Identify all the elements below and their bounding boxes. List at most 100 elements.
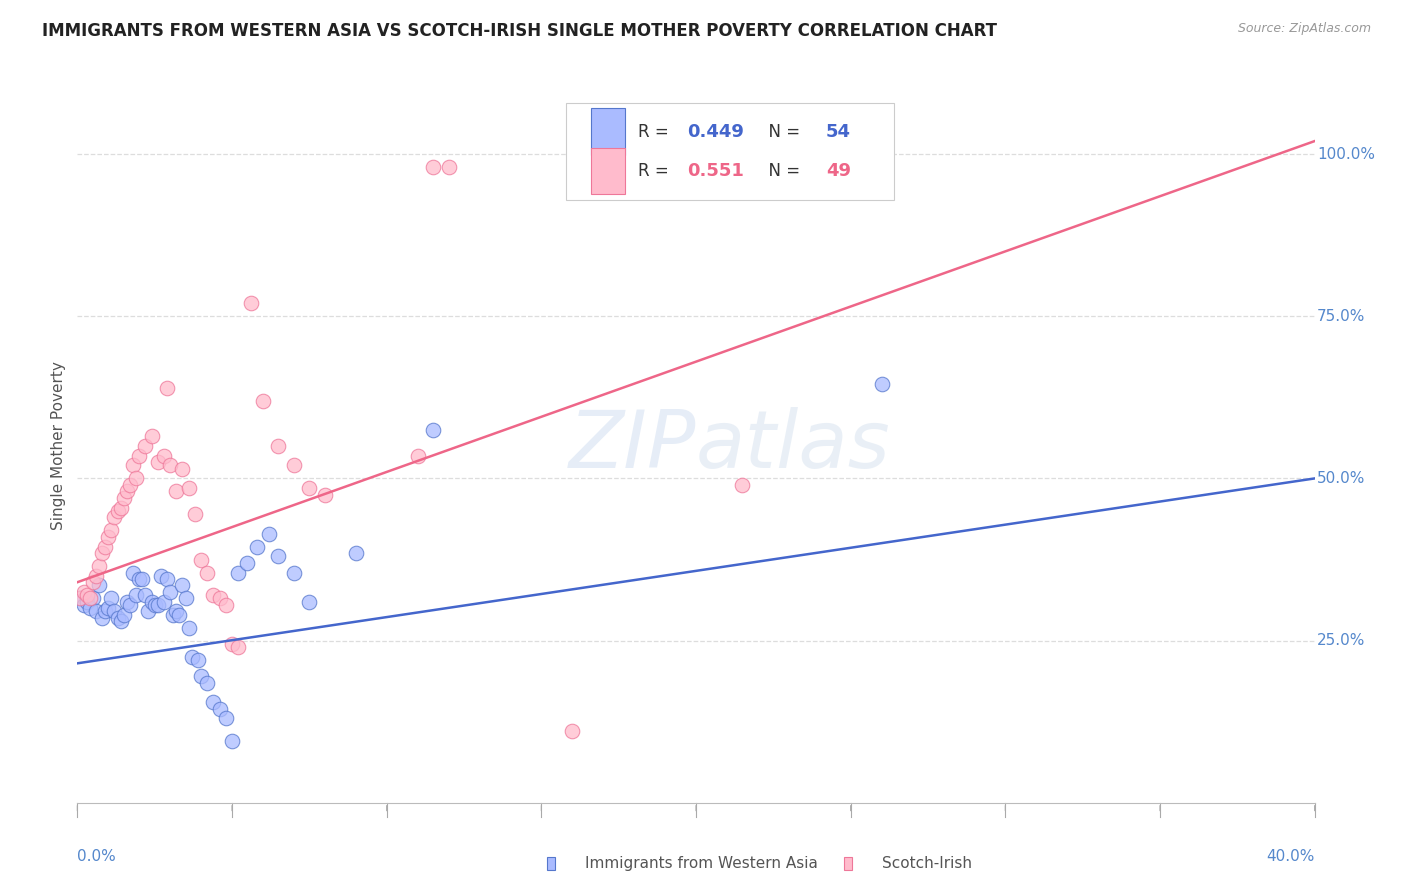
- FancyBboxPatch shape: [591, 109, 626, 155]
- Point: [159, 458, 181, 473]
- Point: [314, 488, 336, 502]
- Point: [128, 449, 150, 463]
- Point: [138, 604, 160, 618]
- Point: [153, 449, 176, 463]
- Text: Source: ZipAtlas.com: Source: ZipAtlas.com: [1237, 22, 1371, 36]
- FancyBboxPatch shape: [591, 148, 626, 194]
- Point: [125, 588, 148, 602]
- Point: [165, 604, 187, 618]
- Point: [561, 724, 583, 739]
- Point: [72, 585, 94, 599]
- Point: [174, 591, 197, 606]
- Point: [115, 595, 138, 609]
- Point: [141, 429, 163, 443]
- Text: 0.551: 0.551: [688, 162, 744, 180]
- Point: [344, 546, 367, 560]
- Point: [172, 578, 194, 592]
- Point: [118, 478, 141, 492]
- Point: [91, 546, 114, 560]
- Point: [146, 598, 169, 612]
- Point: [112, 491, 135, 505]
- Point: [208, 702, 231, 716]
- Point: [184, 507, 207, 521]
- Text: 49: 49: [825, 162, 851, 180]
- Point: [298, 595, 321, 609]
- Point: [252, 393, 274, 408]
- Text: N =: N =: [758, 123, 806, 141]
- Text: 25.0%: 25.0%: [1317, 633, 1365, 648]
- Text: ZIP: ZIP: [568, 407, 696, 485]
- Point: [180, 649, 202, 664]
- Point: [731, 478, 754, 492]
- Point: [808, 160, 831, 174]
- Point: [202, 695, 225, 709]
- Point: [283, 458, 305, 473]
- Text: 54: 54: [825, 123, 851, 141]
- Point: [215, 598, 238, 612]
- Text: 40.0%: 40.0%: [1267, 849, 1315, 864]
- Point: [195, 675, 218, 690]
- Point: [190, 669, 212, 683]
- Point: [169, 607, 191, 622]
- Point: [97, 530, 120, 544]
- Point: [87, 559, 110, 574]
- Point: [202, 588, 225, 602]
- Point: [141, 595, 163, 609]
- Point: [76, 595, 98, 609]
- Point: [870, 377, 893, 392]
- Point: [149, 568, 172, 582]
- Text: Immigrants from Western Asia: Immigrants from Western Asia: [585, 856, 817, 871]
- Point: [79, 601, 101, 615]
- Point: [195, 566, 218, 580]
- Point: [87, 578, 110, 592]
- Point: [146, 455, 169, 469]
- Point: [128, 572, 150, 586]
- Point: [72, 598, 94, 612]
- Point: [246, 540, 269, 554]
- FancyBboxPatch shape: [567, 103, 894, 200]
- Point: [110, 500, 132, 515]
- Point: [215, 711, 238, 725]
- Point: [236, 556, 259, 570]
- Point: [221, 734, 243, 748]
- Point: [165, 484, 187, 499]
- Point: [100, 591, 122, 606]
- Point: [208, 591, 231, 606]
- Point: [257, 526, 280, 541]
- Text: atlas: atlas: [696, 407, 891, 485]
- Text: 50.0%: 50.0%: [1317, 471, 1365, 486]
- Point: [298, 481, 321, 495]
- Point: [406, 449, 429, 463]
- Point: [267, 439, 290, 453]
- Point: [437, 160, 460, 174]
- Point: [84, 604, 107, 618]
- Point: [177, 621, 200, 635]
- Point: [69, 591, 91, 606]
- Point: [94, 604, 117, 618]
- Y-axis label: Single Mother Poverty: Single Mother Poverty: [51, 361, 66, 531]
- Point: [226, 640, 249, 654]
- Text: R =: R =: [638, 162, 673, 180]
- Point: [134, 588, 156, 602]
- Text: 0.449: 0.449: [688, 123, 744, 141]
- Point: [69, 591, 91, 606]
- Point: [122, 566, 145, 580]
- Point: [76, 588, 98, 602]
- Point: [156, 381, 179, 395]
- Point: [103, 510, 125, 524]
- Point: [187, 653, 209, 667]
- Point: [221, 637, 243, 651]
- Point: [125, 471, 148, 485]
- Point: [134, 439, 156, 453]
- Point: [162, 607, 184, 622]
- Point: [91, 611, 114, 625]
- Text: Scotch-Irish: Scotch-Irish: [882, 856, 972, 871]
- Point: [226, 566, 249, 580]
- Point: [239, 296, 262, 310]
- Point: [94, 540, 117, 554]
- Point: [118, 598, 141, 612]
- Point: [422, 160, 444, 174]
- Point: [131, 572, 153, 586]
- Point: [153, 595, 176, 609]
- Point: [110, 614, 132, 628]
